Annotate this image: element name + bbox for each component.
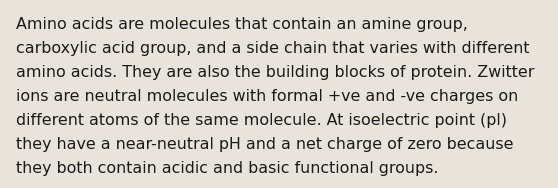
Text: they have a near-neutral pH and a net charge of zero because: they have a near-neutral pH and a net ch… xyxy=(16,137,513,152)
Text: they both contain acidic and basic functional groups.: they both contain acidic and basic funct… xyxy=(16,161,438,176)
Text: carboxylic acid group, and a side chain that varies with different: carboxylic acid group, and a side chain … xyxy=(16,41,529,56)
Text: ions are neutral molecules with formal +ve and -ve charges on: ions are neutral molecules with formal +… xyxy=(16,89,518,104)
Text: Amino acids are molecules that contain an amine group,: Amino acids are molecules that contain a… xyxy=(16,17,468,32)
Text: amino acids. They are also the building blocks of protein. Zwitter: amino acids. They are also the building … xyxy=(16,65,534,80)
Text: different atoms of the same molecule. At isoelectric point (pl): different atoms of the same molecule. At… xyxy=(16,113,507,128)
